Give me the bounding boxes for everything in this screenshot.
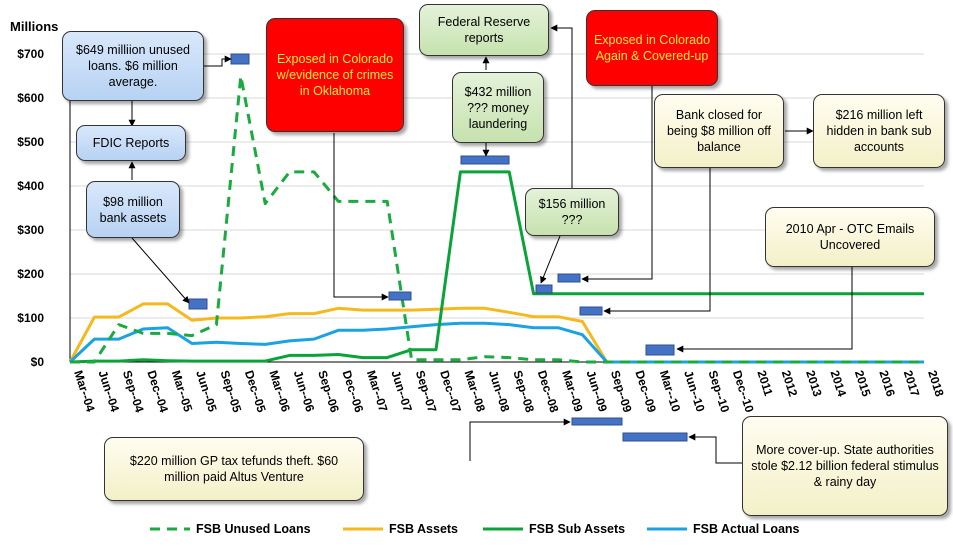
legend-label: FSB Unused Loans [196,522,311,536]
y-axis-label: Millions [10,19,58,34]
marker-box [557,273,581,283]
x-tick-label: Dec--05 [242,369,269,415]
y-tick-label: $300 [17,223,44,237]
x-tick-label: Dec--09 [632,369,659,415]
x-tick-label: Dec--07 [437,369,464,415]
x-tick-label: Mar--10 [657,369,684,414]
x-tick-label: 2015 [852,369,874,399]
x-tick-label: Jun--06 [291,369,318,414]
series-line-fsb-assets [68,302,924,364]
annotation-a1: $649 milliion unused loans. $6 million a… [62,31,204,101]
x-tick-label: 2012 [779,369,801,399]
x-tick-label: Dec--04 [144,369,171,415]
annotation-connector [603,167,711,315]
annotation-connector [131,237,190,304]
x-tick-label: Mar--08 [462,369,489,414]
legend-label: FSB Actual Loans [693,522,800,536]
annotation-connector [204,55,232,67]
y-tick-label: $0 [31,355,45,369]
x-tick-label: Sep--04 [120,369,147,415]
x-tick-label: Sep--09 [608,369,635,415]
x-tick-label: Sep--05 [218,369,245,415]
x-tick-label: Dec--06 [340,369,367,415]
annotation-a7: $156 million ??? [525,188,619,236]
marker-box [188,298,208,310]
x-tick-label: 2017 [901,369,923,399]
marker-box [579,306,603,316]
annotation-connector [676,266,853,353]
annotation-connector [469,418,571,461]
marker-box [622,432,688,442]
legend-label: FSB Sub Assets [529,522,625,536]
y-tick-label: $200 [17,267,44,281]
x-tick-label: Dec--10 [730,369,757,415]
y-tick-label: $700 [17,47,44,61]
x-tick-label: Sep--06 [315,369,342,415]
annotation-connector [333,133,389,301]
series-layer [68,74,924,364]
x-tick-label: 2013 [803,369,825,399]
x-tick-label: Jun--05 [193,369,220,414]
marker-box [645,344,675,356]
x-tick-label: Jun--07 [388,369,415,414]
x-tick-label: Mar--06 [266,369,293,414]
x-tick-label: Jun--04 [96,369,123,414]
x-tick-label: Dec--08 [535,369,562,415]
y-tick-label: $100 [17,311,44,325]
x-tick-label: Sep--10 [706,369,733,415]
series-line-fsb-unused-loans [70,74,924,364]
x-tick-labels: Mar--04Jun--04Sep--04Dec--04Mar--05Jun--… [71,369,947,415]
x-tick-label: Mar--07 [364,369,391,414]
marker-box [388,291,412,301]
annotation-a10: $216 million left hidden in bank sub acc… [813,94,945,168]
series-line-fsb-actual-loans [68,321,924,364]
x-tick-label: Sep--07 [413,369,440,415]
x-tick-label: Mar--05 [169,369,196,414]
x-tick-label: Mar--04 [71,369,98,414]
x-tick-label: 2018 [925,369,947,399]
y-tick-label: $400 [17,179,44,193]
y-tick-label: $600 [17,91,44,105]
annotation-a4: Exposed in Colorado w/evidence of crimes… [266,18,404,132]
x-tick-label: 2016 [876,369,898,399]
annotation-a5: Federal Reserve reports [419,4,549,56]
annotation-a6: $432 million ??? money laundering [452,72,544,143]
x-tick-label: Sep--08 [510,369,537,415]
annotation-a2: FDIC Reports [76,125,186,161]
x-tick-label: Jun--08 [486,369,513,414]
x-tick-label: Jun--09 [584,369,611,414]
annotation-a8: Exposed in Colorado Again & Covered-up [586,10,718,86]
marker-layer [188,53,688,442]
annotation-connector [540,235,561,284]
x-tick-label: 2014 [828,369,850,399]
annotation-a12: $220 million GP tax tefunds theft. $60 m… [104,437,364,501]
marker-box [535,284,553,294]
x-tick-label: Mar--09 [559,369,586,414]
annotation-connector [688,433,743,464]
annotation-a13: More cover-up. State authorities stole $… [742,416,948,516]
x-tick-label: Jun--10 [681,369,708,414]
y-tick-labels: $0 $100 $200 $300 $400 $500 $600 $700 [17,47,44,369]
annotation-a9: Bank closed for being $8 million off bal… [654,94,784,168]
marker-box [460,155,510,165]
legend-label: FSB Assets [389,522,458,536]
marker-box [571,417,623,426]
marker-box [230,53,250,65]
series-line-fsb-sub-assets [69,170,924,364]
x-tick-label: 2011 [754,369,775,398]
annotation-a11: 2010 Apr - OTC Emails Uncovered [765,207,935,267]
annotation-connector [550,24,573,190]
annotation-a3: $98 million bank assets [86,181,180,238]
legend: FSB Unused Loans FSB Assets FSB Sub Assets… [150,522,800,536]
y-tick-label: $500 [17,135,44,149]
connector-layer [128,24,853,464]
annotation-connector [581,70,653,283]
